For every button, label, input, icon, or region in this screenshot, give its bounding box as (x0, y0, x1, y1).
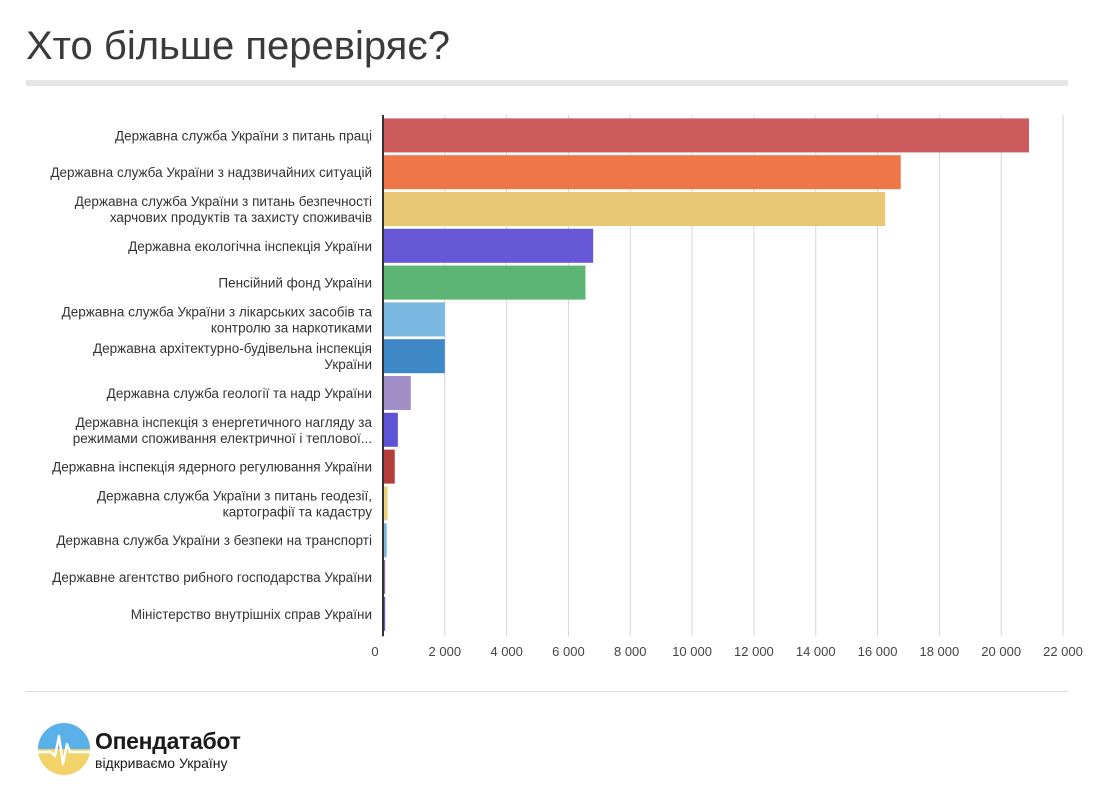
bar (383, 155, 901, 190)
footer-divider (26, 691, 1068, 692)
category-label: Державна екологічна інспекція України (128, 239, 372, 254)
opendatabot-logo[interactable]: Опендатабот відкриваємо Україну (37, 722, 241, 778)
bar (383, 192, 886, 226)
x-tick-label: 22 000 (1043, 644, 1083, 659)
bar (383, 449, 395, 484)
category-label: Державна інспекція з енергетичного нагля… (73, 415, 373, 446)
bars (383, 118, 1029, 631)
bar (383, 118, 1029, 153)
title-divider (26, 80, 1068, 86)
brand-name: Опендатабот (95, 728, 241, 754)
x-tick-label: 14 000 (796, 644, 836, 659)
category-label: Міністерство внутрішніх справ України (131, 607, 372, 622)
opendatabot-logo-icon (38, 723, 90, 775)
x-axis-ticks: 0 2 000 4 000 6 000 8 000 10 000 12 000 14 000 1… (371, 644, 1083, 659)
bar (383, 596, 386, 631)
category-label: Державна служба України з безпеки на тра… (56, 533, 372, 548)
x-tick-label: 4 000 (490, 644, 523, 659)
category-label: Державна служба України з надзвичайних с… (50, 165, 372, 180)
category-label: Державна інспекція ядерного регулювання … (52, 460, 372, 475)
bar (383, 560, 386, 594)
x-tick-label: 6 000 (552, 644, 585, 659)
x-tick-label: 12 000 (734, 644, 774, 659)
category-label: Державна служба України з питань геодезі… (97, 488, 372, 519)
bar (383, 412, 398, 447)
chart-title: Хто більше перевіряє? (26, 24, 450, 68)
x-tick-label: 0 (371, 644, 378, 659)
category-label: Державна служба геології та надр України (107, 386, 372, 401)
x-tick-label: 18 000 (919, 644, 959, 659)
category-label: Пенсійний фонд України (218, 276, 372, 291)
bar (383, 339, 445, 374)
category-label: Державна служба України з питань праці (115, 128, 372, 143)
bar (383, 523, 387, 558)
x-tick-label: 2 000 (429, 644, 462, 659)
category-label: Державна архітектурно-будівельна інспекц… (93, 341, 372, 372)
bar-chart: Державна служба України з питань праці Де… (50, 115, 1083, 659)
category-label: Державна служба України з лікарських зас… (62, 304, 373, 335)
bar (383, 265, 586, 300)
bar (383, 302, 445, 337)
category-label: Державна служба України з питань безпечн… (75, 194, 372, 225)
x-tick-label: 10 000 (672, 644, 712, 659)
bar (383, 228, 594, 263)
x-tick-label: 16 000 (858, 644, 898, 659)
brand-tagline: відкриваємо Україну (95, 755, 228, 771)
x-tick-label: 8 000 (614, 644, 647, 659)
category-labels: Державна служба України з питань праці Де… (50, 128, 372, 621)
bar (383, 486, 388, 521)
x-tick-label: 20 000 (981, 644, 1021, 659)
category-label: Державне агентство рибного господарства … (52, 570, 372, 585)
bar (383, 376, 411, 410)
